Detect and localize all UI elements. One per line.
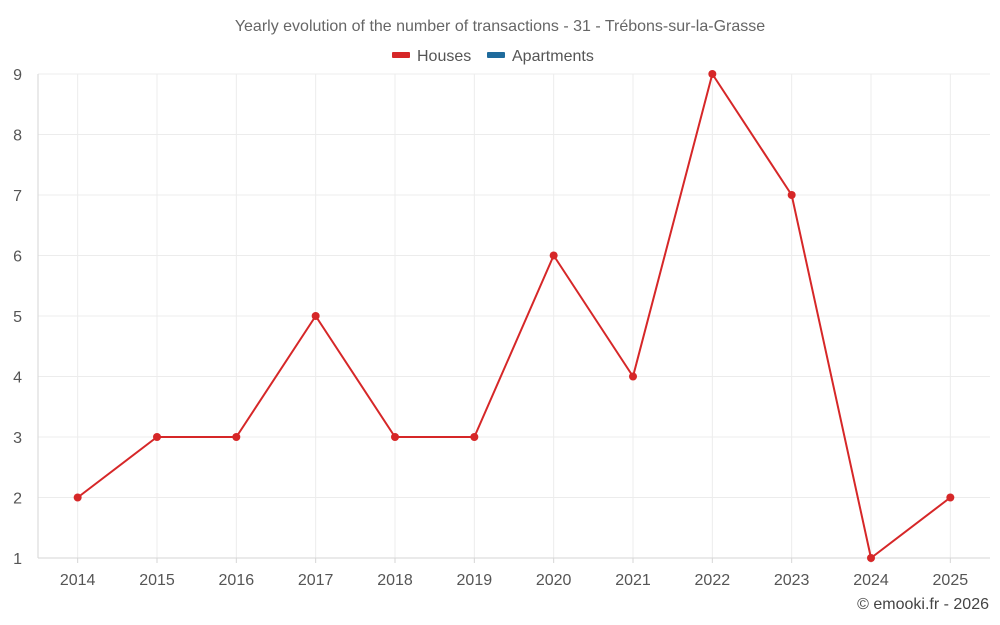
x-tick-label: 2024	[853, 572, 889, 589]
y-tick-label: 8	[13, 128, 22, 145]
legend-item-houses[interactable]: Houses	[392, 48, 471, 65]
data-point[interactable]	[470, 433, 479, 441]
data-point[interactable]	[787, 191, 796, 199]
data-point[interactable]	[391, 433, 399, 441]
x-tick-label: 2021	[615, 572, 651, 589]
x-tick-label: 2016	[219, 572, 255, 589]
data-point[interactable]	[311, 312, 320, 320]
axes	[37, 74, 990, 563]
x-tick-label: 2019	[457, 572, 493, 589]
legend-label-houses: Houses	[417, 48, 471, 65]
x-tick-label: 2020	[536, 572, 572, 589]
y-tick-label: 7	[13, 188, 22, 205]
y-tick-label: 4	[13, 370, 22, 387]
data-point[interactable]	[73, 493, 82, 502]
y-tick-label: 5	[13, 309, 22, 326]
data-point[interactable]	[708, 70, 717, 78]
legend: Houses Apartments	[392, 48, 594, 65]
credit-text: © emooki.fr - 2026	[857, 596, 989, 613]
legend-item-apartments[interactable]: Apartments	[487, 48, 594, 65]
gridlines	[38, 73, 990, 558]
legend-swatch-apartments	[487, 52, 505, 58]
x-axis-ticks: 2014 2015 2016 2017 2018 2019 2020 2021 2022 2023…	[60, 572, 968, 589]
data-point[interactable]	[629, 372, 637, 381]
x-tick-label: 2023	[774, 572, 810, 589]
x-tick-label: 2018	[377, 572, 413, 589]
data-point[interactable]	[232, 433, 241, 441]
y-tick-label: 2	[13, 491, 22, 508]
series-houses	[73, 70, 955, 562]
x-tick-label: 2022	[695, 572, 731, 589]
x-tick-label: 2015	[139, 572, 175, 589]
legend-label-apartments: Apartments	[512, 48, 594, 65]
y-tick-label: 3	[13, 430, 22, 447]
x-tick-label: 2025	[933, 572, 969, 589]
series-line-houses	[77, 73, 951, 559]
y-tick-label: 1	[13, 551, 22, 568]
y-tick-label: 6	[13, 249, 22, 266]
data-point[interactable]	[946, 493, 955, 502]
chart-title: Yearly evolution of the number of transa…	[235, 18, 765, 35]
x-tick-label: 2014	[60, 572, 96, 589]
y-tick-label: 9	[13, 67, 22, 84]
data-point[interactable]	[153, 433, 161, 441]
x-tick-label: 2017	[298, 572, 334, 589]
legend-swatch-houses	[392, 52, 410, 58]
y-axis-ticks: 1 2 3 4 5 6 7 8 9	[13, 67, 22, 568]
data-point[interactable]	[549, 251, 558, 260]
data-point[interactable]	[867, 554, 875, 562]
